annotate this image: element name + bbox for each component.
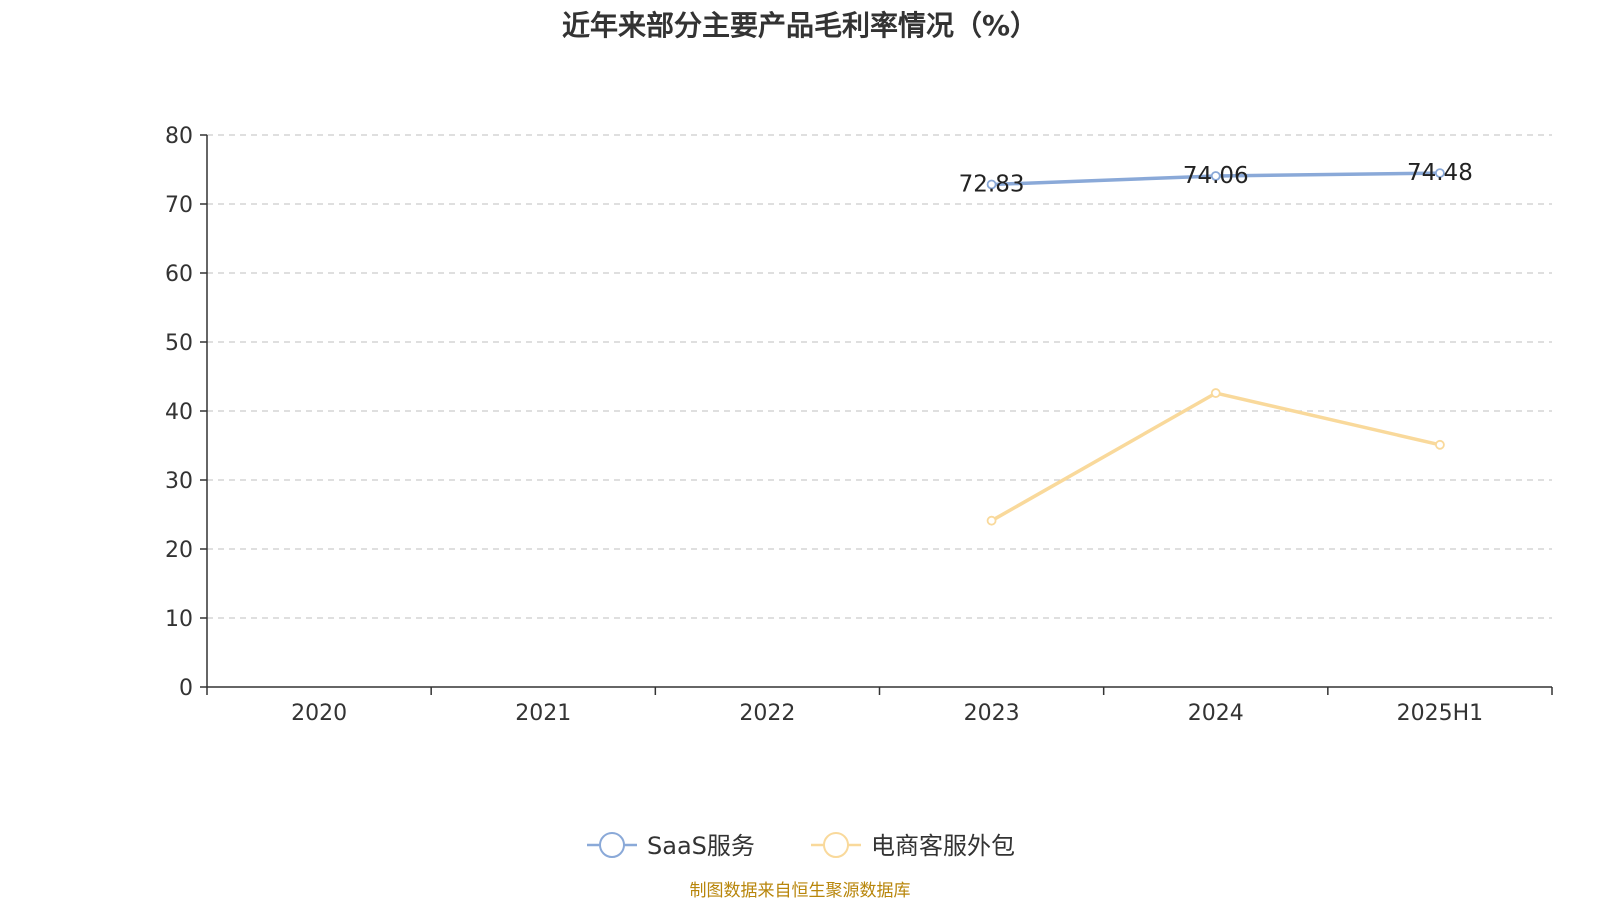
x-tick-label: 2025H1 bbox=[1397, 701, 1484, 726]
legend-item: SaaS服务 bbox=[587, 832, 755, 860]
y-tick-label: 50 bbox=[165, 331, 193, 356]
data-point bbox=[1210, 388, 1221, 398]
x-tick-label: 2021 bbox=[515, 701, 571, 726]
data-label: 72.83 bbox=[959, 171, 1025, 197]
chart-title: 近年来部分主要产品毛利率情况（%） bbox=[561, 9, 1039, 42]
series-line bbox=[990, 391, 1441, 523]
x-tick-label: 2020 bbox=[291, 701, 347, 726]
y-tick-label: 70 bbox=[165, 193, 193, 218]
series-lines bbox=[986, 168, 1445, 526]
source-note: 制图数据来自恒生聚源数据库 bbox=[689, 881, 911, 901]
data-label: 74.06 bbox=[1183, 163, 1249, 189]
x-tick-label: 2022 bbox=[739, 701, 795, 726]
legend: SaaS服务 电商客服外包 bbox=[587, 832, 1015, 860]
y-tick-label: 60 bbox=[165, 262, 193, 287]
y-tick-label: 20 bbox=[165, 538, 193, 563]
y-tick-label: 80 bbox=[165, 124, 193, 149]
legend-label: 电商客服外包 bbox=[871, 832, 1015, 860]
axes: 0 10 20 30 40 50 60 70 80 2020 2021 2022 2023 2024 202… bbox=[165, 124, 1553, 726]
data-point bbox=[1210, 171, 1221, 181]
legend-item: 电商客服外包 bbox=[811, 832, 1015, 860]
y-tick-label: 10 bbox=[165, 607, 193, 632]
legend-marker bbox=[599, 832, 625, 858]
y-tick-label: 0 bbox=[179, 676, 193, 701]
legend-marker bbox=[823, 832, 849, 858]
x-tick-label: 2023 bbox=[964, 701, 1020, 726]
y-tick-label: 40 bbox=[165, 400, 193, 425]
y-tick-label: 30 bbox=[165, 469, 193, 494]
legend-label: SaaS服务 bbox=[647, 832, 755, 860]
data-point bbox=[1435, 439, 1445, 450]
data-point bbox=[986, 515, 997, 526]
x-tick-label: 2024 bbox=[1188, 701, 1244, 726]
data-point bbox=[986, 179, 997, 190]
data-label: 74.48 bbox=[1407, 160, 1473, 186]
grid-lines bbox=[207, 134, 1552, 619]
data-labels: 72.83 74.06 74.48 bbox=[959, 160, 1473, 197]
data-point bbox=[1435, 168, 1445, 178]
